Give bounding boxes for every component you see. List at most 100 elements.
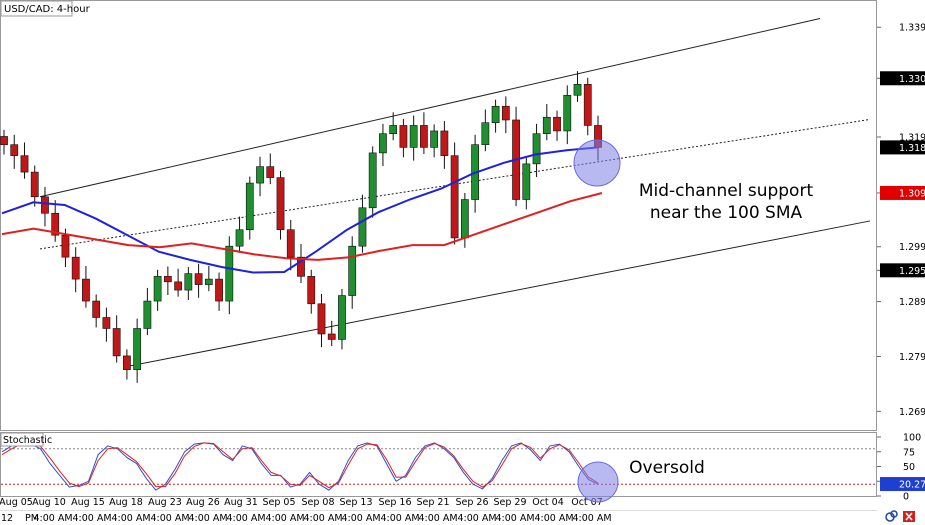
candle-body [542, 116, 551, 134]
time-axis-label: 4:00 AM [33, 513, 72, 524]
date-axis-label: Oct 07 [571, 497, 603, 508]
date-axis-label: Sep 21 [416, 497, 449, 508]
candle-body [245, 182, 254, 231]
time-axis-label: 4:00 AM [72, 513, 111, 524]
time-axis-label: 4:00 AM [150, 513, 189, 524]
date-axis-label: Sep 29 [493, 497, 526, 508]
candle-body [348, 245, 357, 296]
candle-body [184, 273, 193, 291]
candle-body [573, 84, 582, 96]
candle-body [256, 166, 264, 184]
oversold-highlight-circle [577, 461, 619, 503]
candle-body [82, 278, 90, 302]
time-axis-label: 4:00 AM [226, 513, 265, 524]
date-axis-label: Aug 10 [32, 497, 66, 508]
date-axis-label: Aug 26 [186, 497, 220, 508]
date-axis-label: Aug 05 [0, 497, 33, 508]
time-axis-label: 4:00 AM [457, 513, 496, 524]
candle-body [225, 245, 234, 302]
close-icon[interactable] [903, 511, 915, 522]
candle-body [133, 328, 142, 370]
candle-body [409, 125, 418, 148]
candle-body [583, 84, 592, 126]
candle-body [317, 303, 326, 335]
channel-upper-line [39, 17, 821, 198]
candle-body [266, 166, 275, 178]
candle-body [30, 171, 39, 198]
candle-body [379, 133, 387, 154]
price-axis-label: 1.2699 [899, 407, 925, 418]
support-annotation-line1: Mid-channel support [639, 181, 814, 201]
time-axis-label: 4:00 AM [418, 513, 457, 524]
stochastic-title-box [0, 432, 44, 447]
time-axis-label: 4:00 AM [111, 513, 150, 524]
date-axis-label: Aug 31 [224, 497, 258, 508]
candle-body [327, 333, 336, 340]
sma-100-line [1, 146, 599, 274]
date-axis-label: Oct 04 [532, 497, 564, 508]
candle-body [163, 276, 172, 283]
candle-body [532, 133, 541, 165]
candle-body [10, 144, 19, 156]
time-axis-label: 4:00 AM [534, 513, 573, 524]
candle-body [450, 155, 459, 239]
candle-body [553, 116, 561, 132]
candle-body [389, 125, 398, 134]
price-axis-label: 1.2999 [899, 242, 925, 253]
date-axis-label: Aug 23 [148, 497, 182, 508]
candle-body [286, 229, 295, 258]
oversold-annotation: Oversold [629, 458, 705, 478]
candle-body [20, 155, 29, 173]
candle-body [491, 105, 500, 124]
time-axis-label: 4:00 AM [303, 513, 342, 524]
date-axis-label: Aug 18 [109, 497, 143, 508]
stochastic-panel [1, 442, 876, 491]
stochastic-k-line [1, 442, 599, 491]
price-tag-label: 1.3097 [899, 188, 925, 199]
time-axis-label: PM [25, 513, 39, 524]
candle-body [358, 207, 367, 247]
stochastic-value-box [880, 477, 925, 492]
candle-body [153, 276, 162, 302]
candle-body [194, 273, 203, 285]
time-axis-label: 4:00 AM [495, 513, 534, 524]
candle-body [430, 130, 439, 148]
time-axis-label: 4:00 AM [341, 513, 380, 524]
price-axis-label: 1.3199 [899, 132, 925, 143]
price-title-box [0, 0, 73, 17]
candle-body [460, 199, 469, 239]
candle-body [215, 278, 223, 302]
price-tag-box [880, 71, 925, 86]
price-tag-box [880, 185, 925, 200]
time-axis-label: 4:00 AM [265, 513, 304, 524]
candle-body [297, 256, 305, 277]
candle-body [399, 125, 408, 148]
candle-body [92, 300, 101, 318]
price-tag-box [880, 263, 925, 278]
date-axis-label: Sep 08 [301, 497, 334, 508]
candle-body [501, 105, 510, 121]
candle-body [123, 355, 131, 370]
channel-lower-line [124, 220, 871, 368]
stochastic-value-label: 20.27 [899, 480, 925, 491]
stochastic-axis-label: 75 [903, 447, 915, 458]
zoom-icon[interactable] [885, 510, 898, 522]
candle-body [440, 130, 449, 156]
stochastic-axis-label: 0 [903, 492, 909, 503]
date-axis-label: Aug 15 [71, 497, 105, 508]
candle-body [71, 256, 80, 280]
date-axis-label: Sep 26 [455, 497, 488, 508]
price-tag-label: 1.3306 [899, 74, 925, 85]
stochastic-axis-label: 50 [903, 462, 915, 473]
candle-body [143, 300, 152, 329]
stochastic-axis-label: 100 [903, 433, 921, 444]
candle-body [102, 317, 111, 329]
support-annotation-line2: near the 100 SMA [650, 203, 803, 223]
candle-body [276, 177, 285, 231]
candle-body [307, 276, 316, 305]
date-axis-label: Sep 05 [262, 497, 295, 508]
candle-body [563, 94, 572, 132]
date-axis-label: Sep 16 [378, 497, 411, 508]
time-axis-label: 4:00 AM [188, 513, 227, 524]
